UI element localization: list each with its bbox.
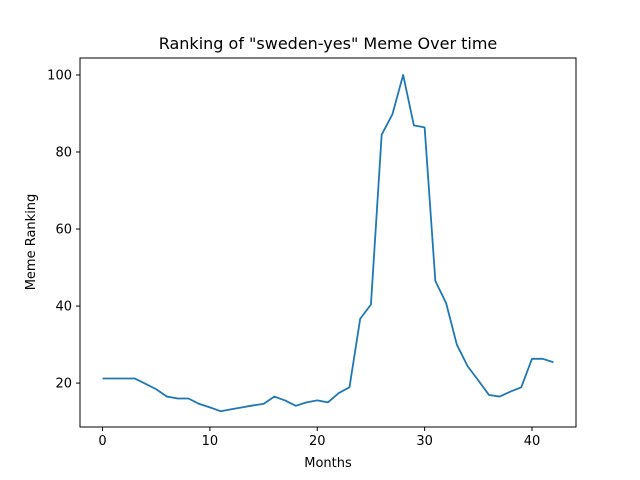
y-tick-label: 100 (47, 68, 72, 83)
plot-frame (79, 57, 577, 428)
series-line-0 (102, 74, 554, 413)
y-tick-label: 80 (55, 145, 72, 160)
x-tick-label: 20 (309, 434, 326, 449)
y-axis-label: Meme Ranking (24, 194, 39, 291)
x-axis-label: Months (304, 456, 352, 471)
plot-area (102, 74, 554, 413)
x-axis: 0 10 20 30 40 (98, 427, 540, 449)
y-tick-label: 60 (55, 223, 72, 238)
x-tick-label: 40 (524, 434, 541, 449)
chart-title: Ranking of "sweden-yes" Meme Over time (159, 34, 498, 53)
x-tick-label: 10 (202, 434, 219, 449)
y-tick-label: 20 (55, 377, 72, 392)
x-tick-label: 30 (416, 434, 433, 449)
y-axis: 20 40 60 80 100 (47, 68, 80, 392)
y-tick-label: 40 (55, 300, 72, 315)
x-tick-label: 0 (98, 434, 106, 449)
